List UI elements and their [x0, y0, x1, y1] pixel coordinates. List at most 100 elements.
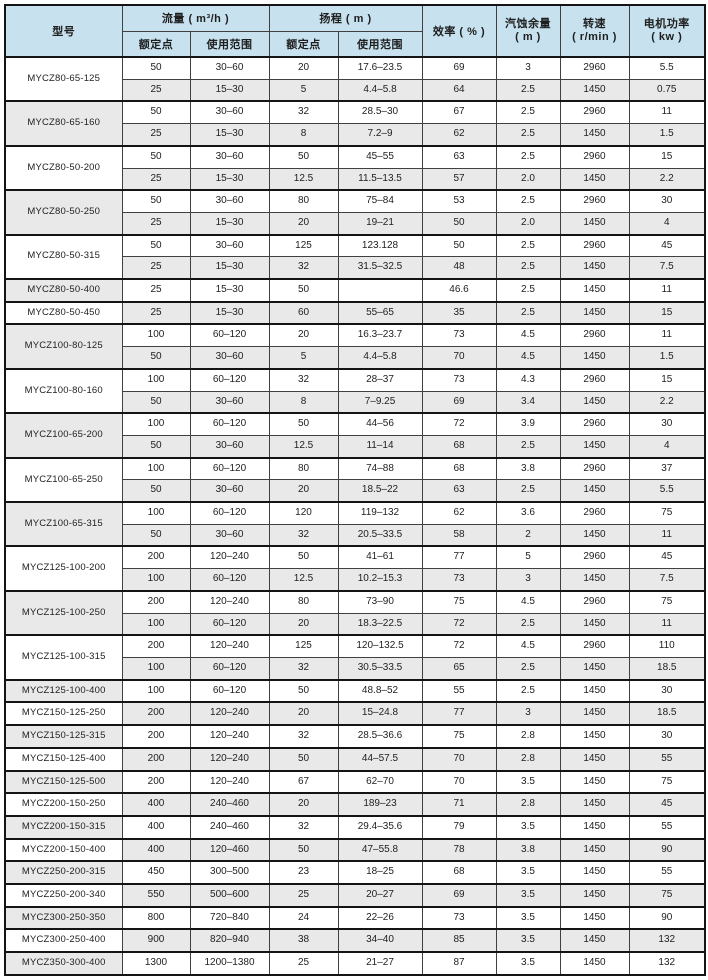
table-row: MYCZ80-65-125 50 30–60 20 17.6–23.5 69 3 2960 5.… — [4, 55, 706, 102]
model-cell: MYCZ250-200-315 — [4, 860, 123, 885]
cell-flow-range: 30–60 — [189, 55, 270, 80]
cell-speed: 2960 — [559, 634, 630, 658]
model-cell: MYCZ300-250-400 — [4, 928, 123, 953]
cell-flow-range: 120–240 — [189, 724, 270, 749]
header-head-range: 使用范围 — [337, 30, 423, 58]
cell-npsh: 3.8 — [495, 456, 561, 481]
cell-head-range: 22–26 — [337, 905, 423, 930]
cell-speed: 1450 — [559, 211, 630, 236]
cell-flow-rated: 100 — [121, 612, 191, 636]
cell-efficiency: 58 — [421, 523, 497, 547]
cell-efficiency: 67 — [421, 100, 497, 125]
cell-npsh: 3.5 — [495, 928, 561, 953]
cell-head-range: 7–9.25 — [337, 390, 423, 414]
table-row: MYCZ80-50-400 25 15–30 50 46.6 2.5 1450 11 — [4, 278, 706, 303]
cell-power: 30 — [628, 678, 706, 703]
cell-flow-range: 30–60 — [189, 144, 270, 169]
cell-flow-range: 30–60 — [189, 434, 270, 459]
cell-power: 18.5 — [628, 701, 706, 726]
table-row: 50 30–60 20 18.5–22 63 2.5 1450 5.5 — [5, 479, 706, 503]
cell-power: 11 — [628, 323, 706, 348]
header-flow-range: 使用范围 — [189, 30, 270, 58]
cell-head-rated: 50 — [268, 746, 339, 771]
cell-power: 55 — [628, 814, 706, 840]
cell-head-rated: 20 — [268, 323, 339, 348]
cell-speed: 1450 — [559, 656, 630, 681]
cell-npsh: 2.5 — [495, 656, 561, 681]
cell-efficiency: 55 — [421, 678, 497, 703]
cell-speed: 1450 — [559, 814, 630, 840]
table-row: 25 15–30 5 4.4–5.8 64 2.5 1450 0.75 — [5, 78, 706, 102]
cell-head-range: 75–84 — [337, 189, 423, 213]
cell-head-range: 11–14 — [337, 434, 423, 459]
cell-speed: 1450 — [559, 792, 630, 817]
cell-efficiency: 69 — [421, 55, 497, 80]
model-cell: MYCZ100-80-160 — [4, 367, 123, 414]
cell-efficiency: 69 — [421, 390, 497, 414]
model-cell: MYCZ80-50-450 — [4, 300, 123, 325]
cell-head-range: 19–21 — [337, 211, 423, 236]
cell-speed: 2960 — [559, 233, 630, 258]
cell-power: 11 — [628, 100, 706, 125]
cell-speed: 2960 — [559, 189, 630, 213]
cell-flow-rated: 50 — [121, 390, 191, 414]
model-cell: MYCZ200-150-400 — [4, 837, 123, 862]
cell-head-rated: 20 — [268, 792, 339, 817]
table-row: MYCZ250-200-340 550 500–600 25 20–27 69 3.5 145… — [4, 883, 706, 908]
pump-spec-table: 型号 流量 ( m³/h ) 扬程 ( m ) 效率 ( % ) 汽蚀余量 ( … — [4, 4, 706, 976]
cell-head-range: 10.2–15.3 — [337, 568, 423, 592]
table-row: MYCZ80-50-450 25 15–30 60 55–65 35 2.5 1450 15 — [4, 300, 706, 325]
cell-flow-rated: 100 — [121, 323, 191, 348]
cell-head-rated: 50 — [268, 278, 339, 303]
cell-flow-range: 60–120 — [189, 412, 270, 436]
table-row: MYCZ100-65-200 100 60–120 50 44–56 72 3.9 2960 3… — [4, 412, 706, 459]
model-cell: MYCZ100-65-200 — [4, 412, 123, 459]
cell-efficiency: 77 — [421, 701, 497, 726]
cell-speed: 1450 — [559, 905, 630, 930]
cell-head-rated: 80 — [268, 456, 339, 481]
cell-npsh: 4.5 — [495, 323, 561, 348]
cell-power: 0.75 — [628, 78, 706, 102]
cell-head-rated: 60 — [268, 300, 339, 325]
cell-head-range: 15–24.8 — [337, 701, 423, 726]
cell-head-range: 16.3–23.7 — [337, 323, 423, 348]
model-cell: MYCZ150-125-500 — [4, 769, 123, 794]
cell-npsh: 2.5 — [495, 256, 561, 280]
cell-speed: 1450 — [559, 300, 630, 325]
cell-npsh: 4.3 — [495, 367, 561, 392]
cell-speed: 1450 — [559, 479, 630, 503]
table-row: MYCZ125-100-200 200 120–240 50 41–61 77 5 2960 4… — [4, 545, 706, 592]
cell-flow-rated: 200 — [121, 769, 191, 794]
cell-flow-rated: 400 — [121, 837, 191, 862]
cell-head-range: 7.2–9 — [337, 123, 423, 147]
cell-head-rated: 38 — [268, 928, 339, 953]
cell-head-rated: 24 — [268, 905, 339, 930]
cell-head-rated: 32 — [268, 100, 339, 125]
cell-power: 132 — [628, 928, 706, 953]
cell-speed: 1450 — [559, 346, 630, 370]
cell-npsh: 2.8 — [495, 746, 561, 771]
cell-efficiency: 70 — [421, 746, 497, 771]
cell-efficiency: 62 — [421, 501, 497, 525]
cell-speed: 2960 — [559, 545, 630, 570]
cell-efficiency: 48 — [421, 256, 497, 280]
table-row: 50 30–60 32 20.5–33.5 58 2 1450 11 — [5, 523, 706, 547]
cell-npsh: 5 — [495, 545, 561, 570]
cell-flow-range: 30–60 — [189, 479, 270, 503]
cell-npsh: 3.8 — [495, 837, 561, 862]
cell-npsh: 3.9 — [495, 412, 561, 436]
table-row: 50 30–60 5 4.4–5.8 70 4.5 1450 1.5 — [5, 346, 706, 370]
cell-flow-range: 15–30 — [189, 278, 270, 303]
cell-flow-rated: 50 — [121, 479, 191, 503]
cell-head-range: 28–37 — [337, 367, 423, 392]
cell-speed: 1450 — [559, 78, 630, 102]
table-row: MYCZ125-100-400 100 60–120 50 48.8–52 55 2.5 14… — [4, 678, 706, 703]
cell-speed: 2960 — [559, 55, 630, 80]
cell-flow-rated: 25 — [121, 123, 191, 147]
header-row-top: 型号 流量 ( m³/h ) 扬程 ( m ) 效率 ( % ) 汽蚀余量 ( … — [4, 4, 706, 58]
cell-efficiency: 73 — [421, 905, 497, 930]
cell-efficiency: 57 — [421, 167, 497, 191]
cell-flow-rated: 25 — [121, 211, 191, 236]
cell-efficiency: 78 — [421, 837, 497, 862]
cell-head-range: 28.5–36.6 — [337, 724, 423, 749]
